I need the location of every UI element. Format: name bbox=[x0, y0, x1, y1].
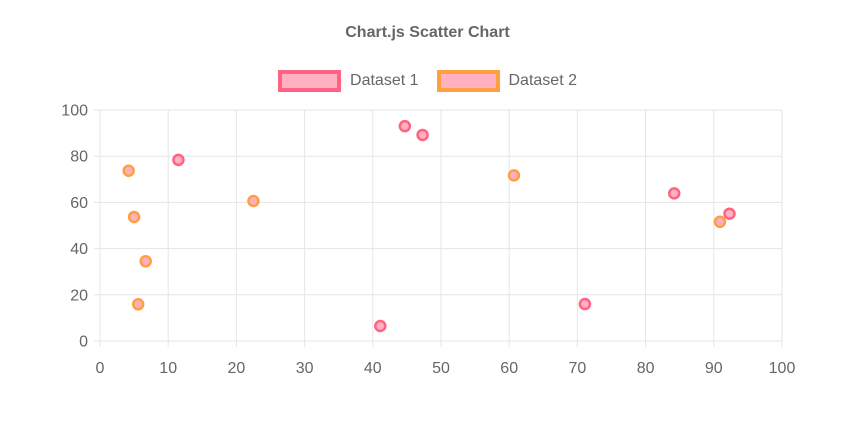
y-tick-label: 60 bbox=[70, 195, 88, 212]
scatter-point-dataset-1[interactable] bbox=[374, 319, 387, 333]
y-tick-label: 100 bbox=[61, 103, 88, 120]
legend-item-dataset-1[interactable]: Dataset 1 bbox=[278, 70, 419, 92]
chart-title: Chart.js Scatter Chart bbox=[345, 24, 510, 41]
scatter-point-dataset-2[interactable] bbox=[127, 210, 141, 224]
legend: Dataset 1 Dataset 2 bbox=[0, 70, 855, 92]
scatter-point-dataset-1[interactable] bbox=[667, 187, 681, 200]
scatter-point-dataset-2[interactable] bbox=[122, 164, 135, 178]
x-tick-label: 80 bbox=[637, 360, 655, 377]
scatter-point-dataset-2[interactable] bbox=[247, 194, 260, 208]
legend-swatch-dataset-1 bbox=[278, 70, 342, 92]
scatter-point-dataset-2[interactable] bbox=[713, 215, 727, 229]
x-tick-label: 10 bbox=[159, 360, 177, 377]
y-tick-label: 80 bbox=[70, 149, 88, 166]
x-tick-label: 40 bbox=[364, 360, 382, 377]
legend-swatch-dataset-2 bbox=[436, 70, 500, 92]
x-tick-label: 60 bbox=[500, 360, 518, 377]
y-tick-label: 20 bbox=[70, 287, 88, 304]
x-tick-label: 100 bbox=[769, 360, 796, 377]
legend-label-dataset-1: Dataset 1 bbox=[350, 72, 419, 89]
scatter-point-dataset-2[interactable] bbox=[131, 298, 145, 311]
scatter-point-dataset-1[interactable] bbox=[578, 297, 592, 311]
scatter-point-dataset-1[interactable] bbox=[416, 128, 429, 142]
x-tick-label: 20 bbox=[228, 360, 246, 377]
legend-item-dataset-2[interactable]: Dataset 2 bbox=[436, 70, 577, 92]
y-tick-label: 40 bbox=[70, 241, 88, 258]
scatter-point-dataset-2[interactable] bbox=[507, 169, 521, 182]
scatter-point-dataset-1[interactable] bbox=[398, 119, 412, 133]
scatter-point-dataset-1[interactable] bbox=[723, 207, 736, 220]
legend-label-dataset-2: Dataset 2 bbox=[508, 72, 577, 89]
x-tick-label: 70 bbox=[569, 360, 587, 377]
scatter-point-dataset-2[interactable] bbox=[139, 255, 152, 268]
x-tick-label: 90 bbox=[705, 360, 723, 377]
y-tick-label: 0 bbox=[79, 334, 88, 351]
x-tick-label: 30 bbox=[296, 360, 314, 377]
x-tick-label: 0 bbox=[96, 360, 105, 377]
scatter-point-dataset-1[interactable] bbox=[172, 153, 185, 167]
x-tick-label: 50 bbox=[432, 360, 450, 377]
